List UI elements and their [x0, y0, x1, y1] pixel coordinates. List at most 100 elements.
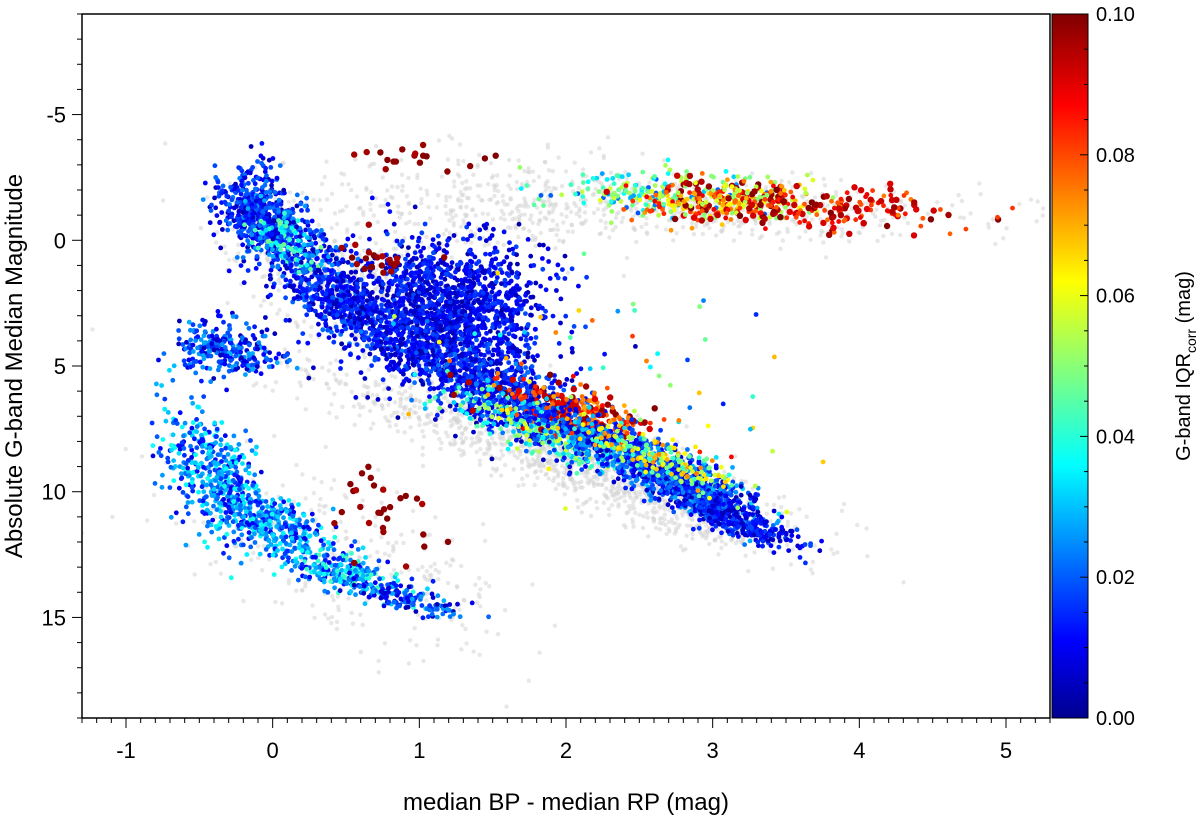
background-point — [329, 225, 334, 231]
data-point — [386, 386, 391, 391]
background-point — [477, 652, 482, 657]
data-point — [354, 289, 360, 295]
data-point — [289, 225, 295, 231]
background-point — [542, 159, 548, 165]
background-point — [576, 185, 582, 191]
background-point — [332, 477, 337, 483]
data-point — [244, 187, 249, 193]
background-point — [251, 550, 256, 556]
background-point — [746, 569, 751, 574]
data-point — [272, 190, 278, 195]
data-point — [243, 214, 248, 219]
background-point — [494, 182, 499, 188]
data-point — [283, 277, 289, 283]
background-point — [455, 172, 461, 177]
background-point — [394, 540, 399, 545]
data-point — [291, 219, 297, 225]
background-point — [389, 413, 394, 419]
data-point — [300, 266, 306, 272]
background-point — [680, 548, 686, 553]
background-point — [425, 192, 430, 197]
background-point — [554, 222, 560, 228]
background-point — [986, 221, 991, 227]
background-point — [461, 218, 466, 223]
background-point — [476, 194, 481, 199]
background-point — [464, 186, 470, 191]
background-point — [471, 172, 476, 177]
data-point — [331, 339, 337, 345]
background-point — [1040, 206, 1046, 211]
background-point — [637, 489, 642, 495]
background-point — [192, 519, 197, 524]
background-point — [719, 539, 725, 544]
data-point — [326, 275, 332, 280]
background-point — [391, 546, 396, 551]
data-point — [245, 238, 251, 244]
background-point — [335, 594, 340, 599]
background-point — [406, 201, 412, 207]
background-point — [550, 452, 556, 457]
background-point — [463, 626, 468, 632]
data-point — [233, 181, 238, 187]
background-point — [684, 424, 689, 429]
background-point — [370, 392, 375, 398]
background-point — [278, 360, 283, 366]
background-point — [367, 554, 373, 559]
background-point — [213, 559, 218, 564]
background-point — [556, 470, 561, 475]
background-point — [418, 399, 423, 405]
data-point — [242, 198, 248, 204]
background-point — [993, 241, 998, 247]
background-point — [329, 486, 334, 491]
background-point — [552, 468, 557, 474]
data-point — [219, 210, 225, 215]
background-point — [334, 221, 340, 227]
background-point — [839, 508, 845, 514]
data-point — [229, 197, 235, 203]
background-point — [770, 566, 776, 571]
background-point — [669, 517, 675, 522]
data-point — [299, 208, 304, 213]
background-point — [282, 347, 288, 352]
background-point — [578, 485, 583, 490]
background-point — [303, 496, 308, 501]
data-point — [296, 269, 302, 275]
background-point — [601, 207, 606, 213]
background-point — [508, 225, 513, 231]
data-point — [528, 253, 534, 259]
background-point — [391, 246, 396, 251]
data-point — [322, 268, 328, 273]
background-point — [139, 454, 145, 459]
background-point — [451, 179, 457, 184]
background-point — [336, 604, 341, 609]
background-point — [502, 217, 507, 222]
background-point — [606, 506, 612, 512]
background-point — [607, 235, 612, 240]
background-point — [322, 510, 327, 516]
background-point — [882, 217, 887, 223]
background-point — [601, 153, 606, 158]
background-point — [572, 160, 577, 165]
background-point — [644, 221, 649, 227]
background-point — [371, 213, 376, 218]
background-point — [585, 479, 590, 485]
background-point — [445, 434, 450, 439]
background-point — [671, 238, 676, 243]
data-point — [314, 312, 320, 318]
background-point — [615, 491, 621, 496]
background-point — [804, 514, 809, 519]
data-point — [535, 353, 540, 359]
background-point — [522, 169, 527, 174]
data-point — [243, 191, 249, 197]
background-point — [572, 484, 577, 489]
data-point — [494, 308, 499, 314]
background-point — [576, 505, 581, 510]
background-point — [351, 404, 357, 409]
background-point — [330, 594, 335, 599]
background-point — [525, 473, 530, 478]
background-point — [498, 216, 504, 221]
background-point — [506, 183, 511, 188]
background-point — [460, 180, 465, 186]
background-point — [595, 476, 600, 482]
background-point — [519, 466, 525, 471]
